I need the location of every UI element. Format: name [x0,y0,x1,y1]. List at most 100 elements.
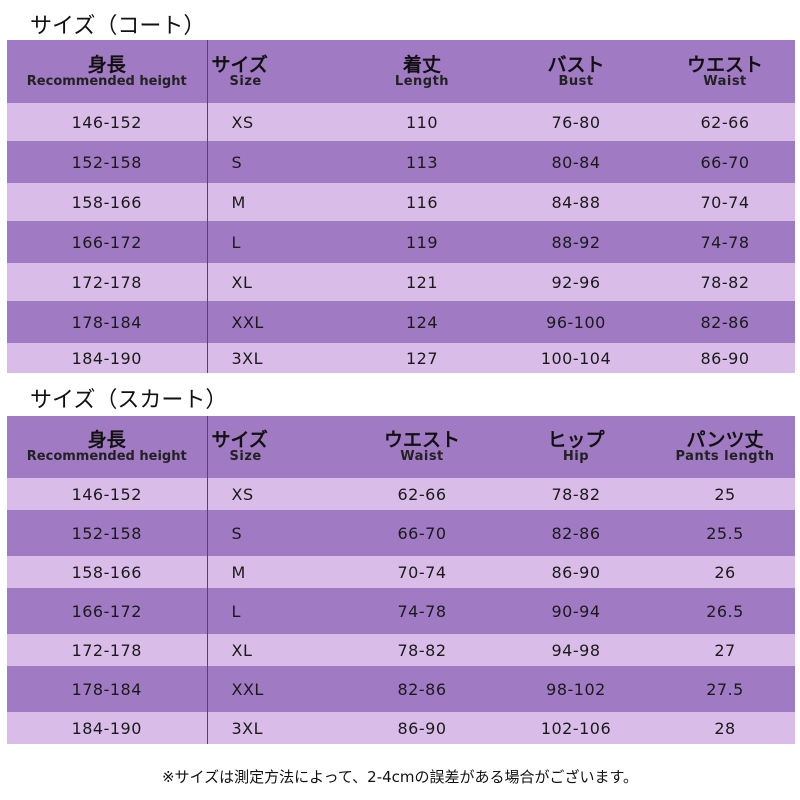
header-sub-label: Hip [562,449,590,464]
table-cell: 25.5 [706,523,744,543]
table-cell: 27.5 [706,679,744,699]
table-cell: 146-152 [7,103,208,141]
table-cell: 166-172 [7,588,208,634]
table-cell: M [231,562,246,582]
table-cell: 152-158 [7,510,208,556]
header-main-label: パンツ丈 [686,429,764,451]
table-cell: 116 [405,192,439,212]
header-main-label: バスト [547,53,605,76]
table-cell: 146-152 [7,478,208,510]
coat-section-title: サイズ（コート） [30,14,206,39]
header-main-label: サイズ [211,53,268,76]
table-cell: 78-82 [551,484,601,504]
coat-header-row: 身長 Recommended height サイズ Size 着丈 Length… [7,40,795,103]
table-cell: 127 [405,348,439,368]
header-sub-label: Waist [400,449,444,464]
table-cell: 102-106 [540,718,612,738]
table-cell: 62-66 [397,484,447,504]
table-cell: 184-190 [7,343,208,373]
table-cell: 184-190 [7,712,208,744]
table-cell: 121 [405,272,439,292]
table-cell: S [231,152,243,172]
table-cell: 74-78 [397,601,447,621]
measurement-note: ※サイズは測定方法によって、2-4cmの誤差がある場合がございます。 [161,768,639,786]
skirt-header-size: サイズ Size [207,416,347,478]
skirt-header-waist: ウエスト Waist [347,416,497,478]
table-cell: 86-90 [700,348,750,368]
table-cell: 84-88 [551,192,601,212]
table-cell: 113 [405,152,439,172]
coat-table-body: 146-152 XS 110 76-80 62-66 152-158 S 113 80-84 66… [7,103,795,373]
table-cell: M [231,192,246,212]
table-cell: 96-100 [546,312,606,332]
table-cell: 66-70 [700,152,750,172]
table-cell: 62-66 [700,112,750,132]
table-row: 178-184 XXL 124 96-100 82-86 [7,301,795,343]
header-main-label: 身長 [87,53,126,76]
table-cell: 158-166 [7,183,208,221]
table-cell: 25 [714,484,736,504]
header-sub-label: Recommended height [26,449,187,464]
table-cell: 86-90 [397,718,447,738]
header-sub-label: Recommended height [26,73,187,89]
table-cell: 76-80 [551,112,601,132]
table-row: 184-190 3XL 86-90 102-106 28 [7,712,795,744]
table-cell: 82-86 [700,312,750,332]
table-cell: 86-90 [551,562,601,582]
table-cell: 158-166 [7,556,208,588]
skirt-header-pants-length: パンツ丈 Pants length [655,416,795,478]
table-cell: 82-86 [551,523,601,543]
table-row: 178-184 XXL 82-86 98-102 27.5 [7,666,795,712]
skirt-size-table: 身長 Recommended height サイズ Size ウエスト Wais… [7,416,796,744]
table-cell: XS [231,112,254,132]
header-main-label: ウエスト [383,429,460,451]
table-row: 158-166 M 70-74 86-90 26 [7,556,795,588]
table-cell: 119 [405,232,439,252]
table-cell: 94-98 [551,640,601,660]
table-cell: XL [231,640,253,660]
header-sub-label: Size [229,73,262,89]
table-cell: 26.5 [706,601,744,621]
header-main-label: 着丈 [402,53,441,76]
table-row: 172-178 XL 78-82 94-98 27 [7,634,795,666]
header-sub-label: Length [394,73,450,89]
table-cell: S [231,523,243,543]
skirt-header-row: 身長 Recommended height サイズ Size ウエスト Wais… [7,416,795,478]
table-cell: 166-172 [7,221,208,263]
table-cell: 178-184 [7,301,208,343]
table-row: 166-172 L 119 88-92 74-78 [7,221,795,263]
coat-header-size: サイズ Size [207,40,347,103]
table-cell: 88-92 [551,232,601,252]
table-cell: 74-78 [700,232,750,252]
table-row: 172-178 XL 121 92-96 78-82 [7,263,795,301]
table-cell: 152-158 [7,141,208,183]
table-cell: XL [231,272,253,292]
table-cell: L [231,232,241,252]
table-cell: 26 [714,562,736,582]
table-cell: 178-184 [7,666,208,712]
table-row: 152-158 S 113 80-84 66-70 [7,141,795,183]
coat-header-waist: ウエスト Waist [655,40,795,103]
table-cell: 172-178 [7,263,208,301]
header-sub-label: Pants length [675,449,775,464]
header-main-label: 身長 [87,429,126,451]
table-cell: 78-82 [397,640,447,660]
coat-header-length: 着丈 Length [347,40,497,103]
header-main-label: サイズ [211,429,268,451]
table-cell: 100-104 [540,348,612,368]
table-row: 184-190 3XL 127 100-104 86-90 [7,343,795,373]
coat-header-bust: バスト Bust [497,40,655,103]
table-cell: 66-70 [397,523,447,543]
skirt-header-hip: ヒップ Hip [497,416,655,478]
table-row: 158-166 M 116 84-88 70-74 [7,183,795,221]
table-row: 152-158 S 66-70 82-86 25.5 [7,510,795,556]
table-cell: 70-74 [397,562,447,582]
table-cell: 90-94 [551,601,601,621]
table-row: 166-172 L 74-78 90-94 26.5 [7,588,795,634]
table-cell: 80-84 [551,152,601,172]
table-cell: 28 [714,718,736,738]
coat-header-height: 身長 Recommended height [7,40,208,103]
coat-size-table: 身長 Recommended height サイズ Size 着丈 Length… [7,40,796,373]
table-cell: XS [231,484,254,504]
table-cell: 124 [405,312,439,332]
